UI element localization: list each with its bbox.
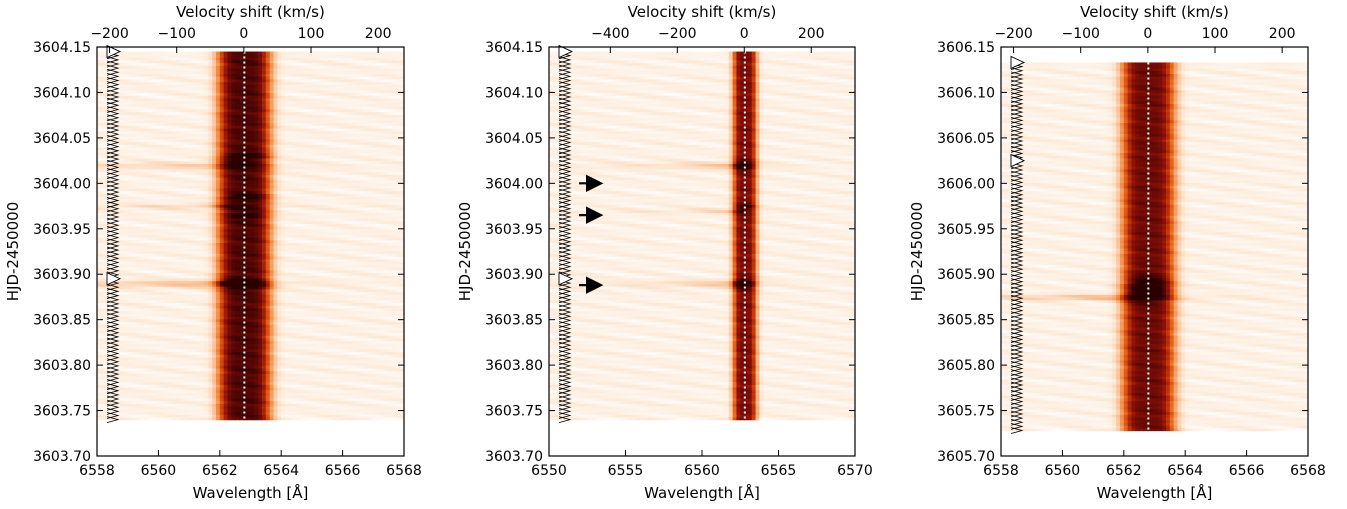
spectrum-heatmap: [97, 52, 405, 421]
x-axis-label: Wavelength [Å]: [193, 483, 309, 502]
panel-left: Velocity shift (km/s) Wavelength [Å] HJD…: [4, 3, 422, 502]
x2-axis-label: Velocity shift (km/s): [176, 3, 325, 21]
y-axis-label: HJD-2450000: [4, 202, 22, 301]
